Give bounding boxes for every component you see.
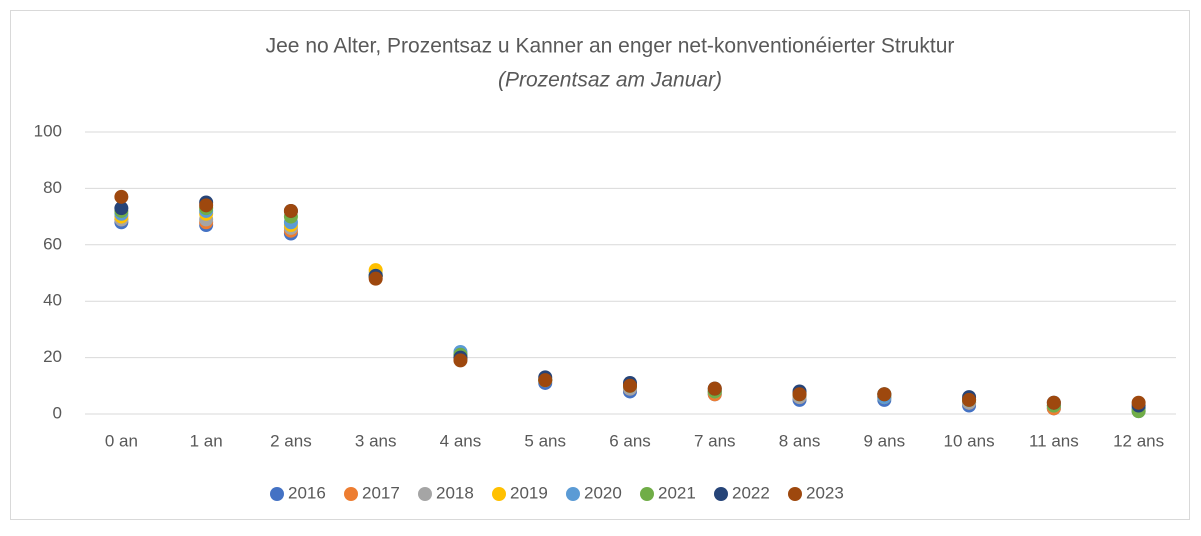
- dot: [962, 392, 977, 407]
- x-tick-label: 11 ans: [1029, 431, 1079, 450]
- legend-label: 2017: [362, 483, 400, 502]
- legend-label: 2020: [584, 483, 622, 502]
- x-tick-label: 0 an: [105, 431, 138, 450]
- dot: [1131, 395, 1146, 410]
- legend-swatch: [492, 487, 506, 501]
- y-tick-label: 60: [43, 234, 62, 253]
- x-tick-label: 12 ans: [1113, 431, 1164, 450]
- x-tick-label: 7 ans: [694, 431, 736, 450]
- x-tick-label: 2 ans: [270, 431, 312, 450]
- x-tick-label: 9 ans: [864, 431, 906, 450]
- y-tick-label: 80: [43, 178, 62, 197]
- dot: [114, 201, 129, 216]
- legend-label: 2023: [806, 483, 844, 502]
- legend-label: 2022: [732, 483, 770, 502]
- legend-label: 2018: [436, 483, 474, 502]
- dot: [623, 378, 637, 393]
- x-tick-label: 5 ans: [524, 431, 566, 450]
- dot: [1046, 395, 1061, 410]
- dot: [538, 373, 553, 388]
- x-tick-label: 10 ans: [944, 431, 995, 450]
- legend-swatch: [788, 487, 802, 501]
- dot: [707, 381, 722, 396]
- y-tick-label: 0: [53, 403, 62, 422]
- legend-swatch: [270, 487, 284, 501]
- dot: [877, 387, 892, 402]
- dot: [283, 203, 298, 218]
- dot: [114, 189, 129, 204]
- x-tick-label: 1 an: [190, 431, 223, 450]
- legend-label: 2019: [510, 483, 548, 502]
- chart-title: Jee no Alter, Prozentsaz u Kanner an eng…: [266, 35, 955, 58]
- legend-label: 2021: [658, 483, 696, 502]
- x-tick-label: 4 ans: [440, 431, 482, 450]
- x-tick-label: 6 ans: [609, 431, 651, 450]
- legend-swatch: [418, 487, 432, 501]
- legend-swatch: [640, 487, 654, 501]
- legend-swatch: [566, 487, 580, 501]
- legend-label: 2016: [288, 483, 326, 502]
- chart-subtitle: (Prozentsaz am Januar): [498, 69, 722, 92]
- legend-swatch: [344, 487, 358, 501]
- x-tick-label: 8 ans: [779, 431, 821, 450]
- dot: [368, 271, 383, 286]
- y-tick-label: 20: [43, 347, 62, 366]
- chart-frame: [10, 10, 1190, 520]
- x-tick-label: 3 ans: [355, 431, 397, 450]
- dot: [199, 198, 214, 213]
- legend-swatch: [714, 487, 728, 501]
- dot: [792, 387, 807, 402]
- y-tick-label: 100: [34, 121, 62, 140]
- y-tick-label: 40: [43, 291, 62, 310]
- dot: [453, 353, 468, 368]
